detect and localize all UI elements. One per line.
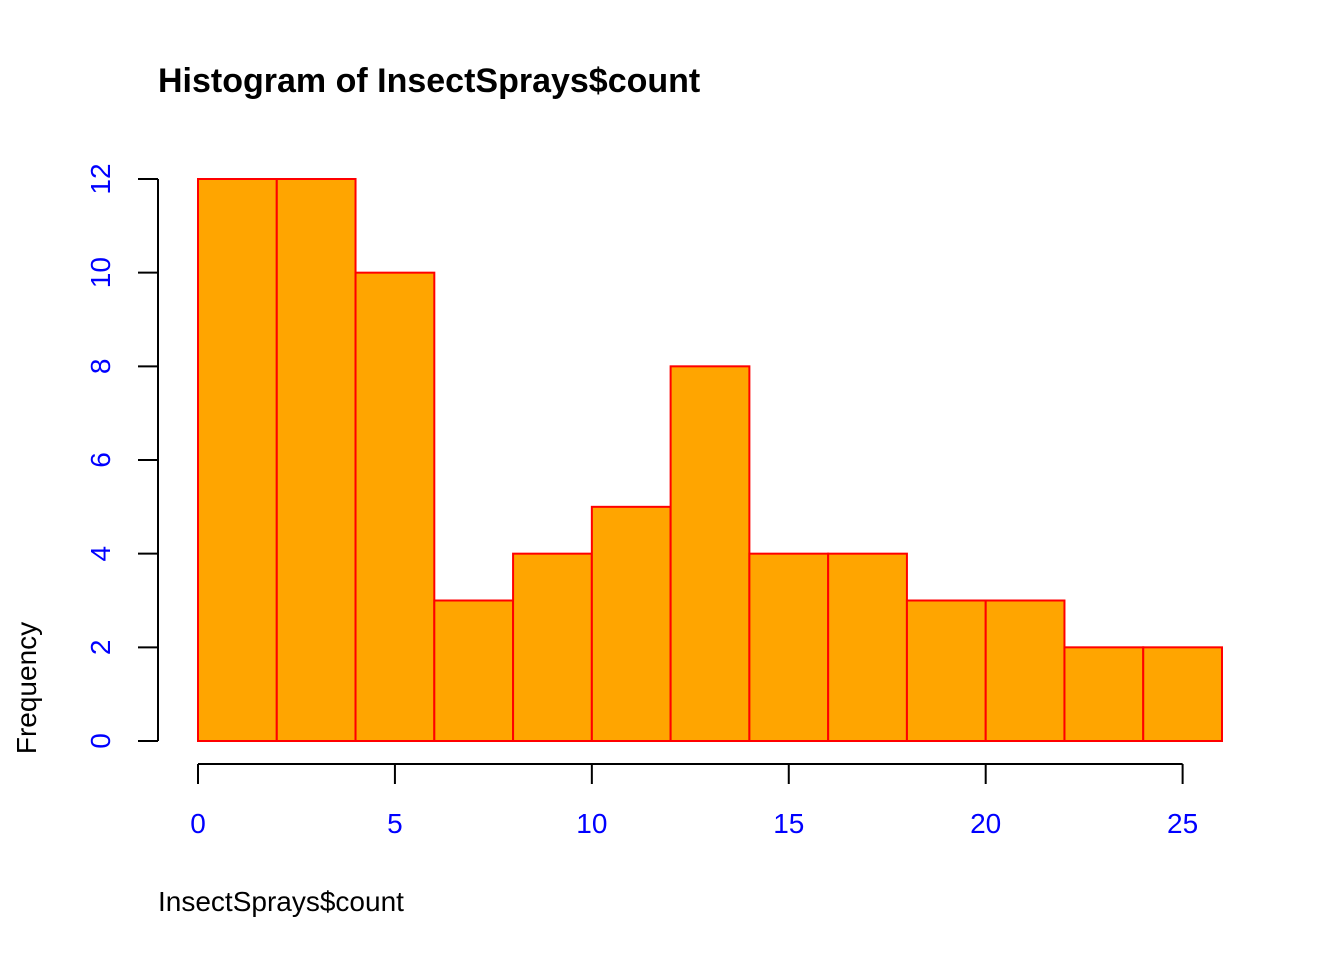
histogram-bar [1142, 646, 1223, 742]
histogram-bar [984, 599, 1066, 742]
y-tick-label: 8 [85, 359, 116, 375]
x-tick-label: 5 [387, 808, 403, 839]
histogram-bar [512, 552, 593, 743]
histogram-bar [433, 599, 515, 742]
y-axis: 0 2 4 6 8 10 12 [85, 163, 159, 749]
histogram-bar [354, 271, 436, 742]
histogram-bar [827, 552, 908, 743]
y-tick-label: 12 [85, 163, 116, 194]
x-tick-label: 10 [576, 808, 607, 839]
histogram-bar [590, 505, 672, 743]
y-tick-label: 4 [85, 546, 116, 562]
y-axis-label: Frequency [11, 622, 42, 754]
histogram-bar [275, 178, 357, 742]
x-tick-label: 20 [970, 808, 1001, 839]
x-axis-label: InsectSprays$count [158, 886, 404, 917]
y-tick-label: 6 [85, 452, 116, 468]
histogram-bar [669, 365, 751, 742]
histogram-bar [905, 599, 987, 742]
bars-group [197, 178, 1223, 743]
y-tick-label: 2 [85, 640, 116, 656]
y-tick-label: 0 [85, 733, 116, 749]
x-tick-label: 25 [1167, 808, 1198, 839]
histogram-bar [748, 552, 830, 743]
chart-title: Histogram of InsectSprays$count [158, 62, 700, 100]
y-tick-label: 10 [85, 257, 116, 288]
x-tick-label: 15 [773, 808, 804, 839]
x-tick-label: 0 [190, 808, 206, 839]
histogram-bar [197, 178, 278, 742]
histogram-bar [1063, 646, 1145, 742]
x-axis: 0 5 10 15 20 25 [190, 763, 1198, 839]
